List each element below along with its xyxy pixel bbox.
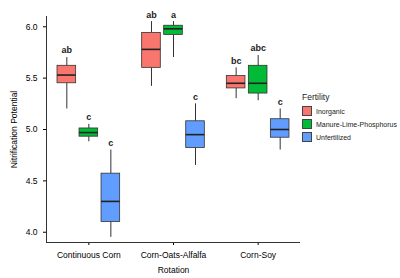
html-text:Unfertilized: Unfertilized (316, 133, 351, 141)
svg-text:bc: bc (231, 56, 242, 66)
svg-text:ab: ab (62, 45, 73, 55)
html-text:Inorganic: Inorganic (316, 107, 345, 115)
svg-text:c: c (108, 138, 113, 148)
svg-text:ab: ab (146, 10, 157, 20)
svg-text:Corn-Soy: Corn-Soy (240, 250, 277, 260)
html-text:Manure-Lime-Phosphorus: Manure-Lime-Phosphorus (316, 120, 397, 128)
svg-text:5.0: 5.0 (26, 124, 38, 134)
svg-text:c: c (278, 97, 283, 107)
svg-text:4.0: 4.0 (26, 227, 38, 237)
svg-text:abc: abc (250, 43, 266, 53)
svg-text:4.5: 4.5 (26, 176, 38, 186)
svg-text:6.0: 6.0 (26, 21, 38, 31)
svg-text:Rotation: Rotation (158, 265, 190, 275)
svg-text:c: c (86, 112, 91, 122)
svg-text:Nitrification Potential: Nitrification Potential (9, 91, 19, 169)
html-text:Fertility: Fertility (302, 92, 330, 102)
svg-text:a: a (171, 10, 177, 20)
svg-text:5.5: 5.5 (26, 73, 38, 83)
svg-text:c: c (193, 92, 198, 102)
svg-text:Continuous Corn: Continuous Corn (57, 250, 121, 260)
svg-text:Corn-Oats-Alfalfa: Corn-Oats-Alfalfa (141, 250, 207, 260)
